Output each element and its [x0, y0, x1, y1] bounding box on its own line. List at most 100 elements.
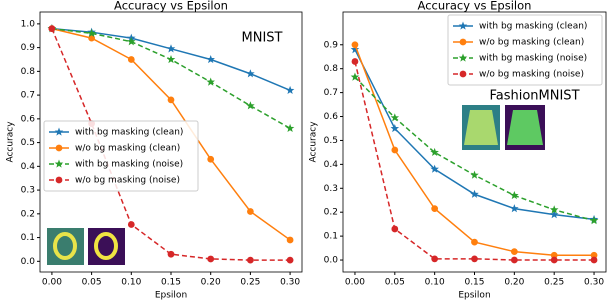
legend-marker [459, 70, 467, 78]
marker [285, 85, 295, 94]
marker [390, 123, 400, 133]
marker [206, 77, 215, 86]
marker [550, 251, 558, 259]
legend-label: w/o bg masking (noise) [75, 176, 180, 186]
chart-title: Accuracy vs Epsilon [114, 0, 228, 13]
marker [431, 205, 439, 212]
y-tick-label: 0.0 [324, 256, 339, 266]
x-tick-label: 0.20 [201, 278, 221, 288]
chart-title: Accuracy vs Epsilon [418, 0, 532, 13]
x-tick-label: 0.30 [584, 278, 604, 288]
thumbnail-digit [53, 232, 77, 260]
x-axis-label: Epsilon [458, 291, 490, 301]
marker [247, 256, 254, 264]
y-tick-label: 0.3 [21, 186, 35, 196]
marker [510, 204, 519, 213]
marker [166, 44, 176, 53]
y-tick-label: 0.0 [21, 257, 36, 267]
x-tick-label: 0.00 [345, 278, 365, 288]
y-tick-label: 0.6 [324, 112, 339, 122]
legend-label: w/o bg masking (noise) [479, 70, 584, 80]
subplot: Accuracy vs Epsilon 0.0 0.1 0.2 0.3 0.4 0.5 0.6… [6, 0, 303, 301]
thumbnail-item [507, 110, 543, 145]
marker [87, 28, 96, 38]
plot-frame [39, 11, 303, 273]
y-tick-label: 0.4 [21, 162, 36, 172]
legend-label: w/o bg masking (clean) [75, 144, 180, 154]
x-tick-label: 0.05 [385, 278, 405, 288]
x-tick-label: 0.30 [280, 278, 300, 288]
x-tick-label: 0.05 [82, 278, 102, 288]
marker [127, 56, 135, 63]
marker [167, 96, 175, 104]
marker [48, 25, 56, 32]
legend: with bg masking (clean) w/o bg masking (c… [447, 14, 603, 86]
y-tick-label: 0.1 [21, 233, 35, 243]
y-tick-label: 0.8 [324, 64, 339, 74]
marker [430, 147, 439, 157]
marker [510, 248, 518, 256]
marker [470, 189, 479, 198]
marker [286, 236, 294, 244]
marker [350, 72, 360, 81]
marker [166, 54, 176, 64]
subplot: Accuracy vs Epsilon 0.0 0.1 0.2 0.3 0.4 0.5 0.6… [309, 0, 607, 301]
marker [390, 113, 400, 122]
annotation: MNIST [242, 31, 283, 46]
marker [286, 256, 294, 264]
marker [549, 210, 559, 219]
marker [431, 255, 439, 263]
y-tick-label: 0.3 [324, 184, 338, 194]
y-tick-label: 0.8 [21, 67, 36, 77]
x-tick-label: 0.10 [121, 278, 141, 288]
thumbnails [47, 105, 545, 265]
y-tick-label: 1.0 [21, 19, 36, 29]
y-tick-label: 0.9 [324, 40, 339, 50]
marker [470, 170, 479, 179]
x-tick-label: 0.25 [544, 278, 564, 288]
marker [351, 58, 359, 65]
legend: with bg masking (clean) w/o bg masking (c… [43, 120, 199, 192]
legend-label: with bg masking (clean) [75, 128, 183, 138]
y-tick-label: 0.7 [324, 88, 338, 98]
marker [391, 225, 399, 233]
marker [127, 37, 136, 46]
marker [246, 69, 255, 78]
marker [127, 221, 135, 228]
legend-marker [459, 38, 467, 46]
marker [590, 251, 598, 259]
marker [207, 255, 215, 263]
y-tick-label: 0.5 [21, 138, 35, 148]
marker [471, 238, 478, 246]
x-tick-label: 0.20 [504, 278, 524, 288]
x-tick-label: 0.00 [42, 278, 62, 288]
y-tick-label: 0.2 [324, 208, 338, 218]
marker [590, 256, 598, 264]
y-tick-label: 0.9 [21, 43, 36, 53]
marker [247, 208, 254, 215]
y-tick-label: 0.5 [324, 136, 338, 146]
x-tick-label: 0.15 [161, 278, 181, 288]
marker [350, 45, 360, 54]
thumbnail-item [464, 110, 498, 145]
x-tick-label: 0.10 [425, 278, 445, 288]
legend-marker [55, 144, 63, 152]
marker [206, 54, 215, 64]
marker [167, 250, 175, 258]
y-tick-label: 0.6 [21, 114, 36, 124]
marker [510, 256, 518, 264]
legend-marker [55, 176, 63, 184]
marker [351, 41, 359, 49]
marker [430, 164, 439, 173]
marker [589, 216, 599, 225]
legend-box [447, 14, 603, 86]
x-tick-label: 0.25 [240, 278, 260, 288]
legend-label: with bg masking (noise) [479, 54, 587, 64]
marker [246, 101, 255, 110]
marker [285, 123, 295, 132]
marker [391, 146, 399, 154]
legend-label: with bg masking (clean) [479, 22, 587, 32]
legend-box [43, 120, 199, 192]
y-axis-label: Accuracy [309, 121, 319, 163]
